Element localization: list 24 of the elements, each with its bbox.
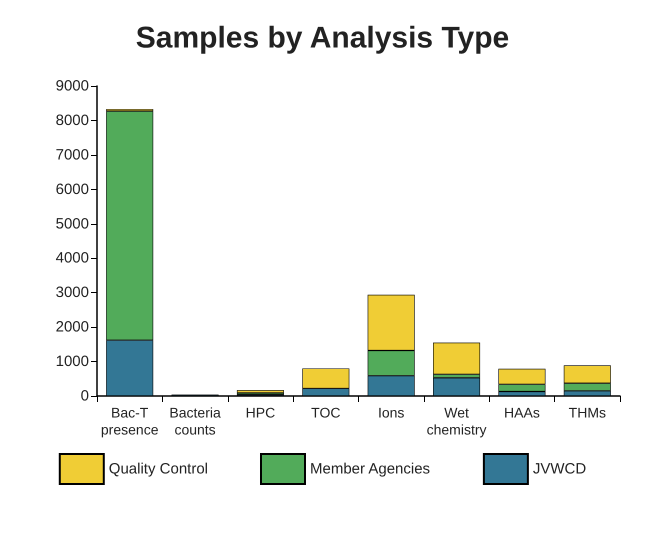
x-tick-label: TOC <box>311 404 340 420</box>
x-tick-label: Wet chemistry <box>426 404 487 438</box>
legend-label: JVWCD <box>532 460 586 478</box>
legend-label: Member Agencies <box>310 460 430 478</box>
y-tick-label: 0 <box>80 388 89 404</box>
x-tick-label: Bacteria counts <box>169 404 221 438</box>
y-tick-label: 1000 <box>56 353 89 370</box>
y-tick-label: 8000 <box>56 112 89 129</box>
x-tick-label: HAAs <box>504 404 540 420</box>
y-tick-label: 3000 <box>56 284 89 302</box>
bar <box>236 390 284 393</box>
x-tick-label: HPC <box>246 404 276 420</box>
x-tick-label: Ions <box>378 404 404 420</box>
y-tick-label: 4000 <box>56 250 89 267</box>
x-tick-label: THMs <box>568 404 606 420</box>
chart-title: Samples by Analysis Type <box>136 22 510 54</box>
legend-label: Quality Control <box>108 460 208 478</box>
x-tick-label: Bac-T presence <box>100 404 159 438</box>
y-tick-label: 2000 <box>56 318 89 336</box>
y-tick-label: 5000 <box>56 215 89 232</box>
bar <box>433 342 480 374</box>
y-tick-label: 7000 <box>56 146 89 164</box>
y-tick-label: 6000 <box>56 180 89 198</box>
y-tick-label: 9000 <box>56 78 89 94</box>
